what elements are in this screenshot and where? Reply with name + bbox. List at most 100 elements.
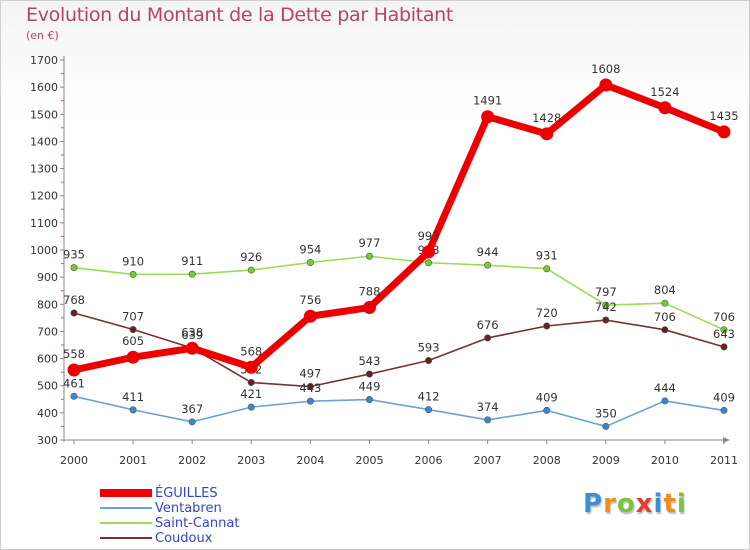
series-line-ventabren <box>73 395 725 428</box>
data-point-saint-cannat <box>484 261 492 269</box>
data-label-coudoux: 707 <box>122 310 144 324</box>
x-tick-label: 2001 <box>119 454 147 467</box>
data-point-saint-cannat <box>365 252 373 260</box>
data-label-saint-cannat: 944 <box>477 245 499 259</box>
data-label-guilles: 1524 <box>650 85 679 99</box>
data-label-guilles: 1608 <box>591 62 620 76</box>
data-point-saint-cannat <box>70 264 78 272</box>
data-label-ventabren: 412 <box>418 390 440 404</box>
series-line-guilles <box>70 81 728 374</box>
data-label-saint-cannat: 910 <box>122 254 144 268</box>
data-point-guilles <box>362 301 376 315</box>
data-point-coudoux <box>365 370 373 378</box>
y-tick-label: 700 <box>37 325 58 338</box>
data-point-guilles <box>244 360 258 374</box>
legend-label: Ventabren <box>155 501 222 516</box>
y-tick-label: 1000 <box>30 244 58 257</box>
logo-letter: i <box>653 489 664 519</box>
data-point-coudoux <box>70 309 78 317</box>
y-tick-label: 1500 <box>30 108 58 121</box>
data-point-ventabren <box>70 392 78 400</box>
chart-title: Evolution du Montant de la Dette par Hab… <box>26 4 454 26</box>
y-tick-label: 800 <box>37 298 58 311</box>
data-label-saint-cannat: 935 <box>63 248 85 262</box>
data-point-coudoux <box>129 326 137 334</box>
data-point-saint-cannat <box>602 301 610 309</box>
data-label-ventabren: 367 <box>181 402 203 416</box>
y-tick-label: 600 <box>37 353 58 366</box>
y-tick-label: 300 <box>37 434 58 447</box>
data-point-guilles <box>422 245 436 259</box>
logo-letter: r <box>603 489 617 519</box>
data-label-saint-cannat: 954 <box>299 242 321 256</box>
x-tick-label: 2005 <box>355 454 383 467</box>
legend-item: Ventabren <box>100 501 320 516</box>
data-point-guilles <box>599 78 613 92</box>
y-tick-label: 1100 <box>30 217 58 230</box>
data-point-guilles <box>717 125 731 139</box>
data-point-coudoux <box>602 316 610 324</box>
data-label-coudoux: 639 <box>181 328 203 342</box>
data-label-ventabren: 409 <box>536 390 558 404</box>
series-line-coudoux <box>73 312 725 388</box>
data-label-guilles: 568 <box>240 344 262 358</box>
chart-subtitle: (en €) <box>26 29 59 42</box>
data-label-guilles: 558 <box>63 347 85 361</box>
data-label-guilles: 1428 <box>532 111 561 125</box>
data-point-saint-cannat <box>188 270 196 278</box>
data-label-saint-cannat: 706 <box>713 310 735 324</box>
data-label-guilles: 1491 <box>473 94 502 108</box>
x-tick-label: 2011 <box>710 454 738 467</box>
data-label-coudoux: 706 <box>654 310 676 324</box>
data-label-ventabren: 374 <box>477 400 499 414</box>
data-label-guilles: 638 <box>181 325 203 339</box>
data-label-saint-cannat: 797 <box>595 285 617 299</box>
data-point-ventabren <box>720 406 728 414</box>
y-tick-label: 1200 <box>30 190 58 203</box>
data-label-ventabren: 421 <box>240 387 262 401</box>
legend-item: ÉGUILLES <box>100 486 320 501</box>
legend-swatch <box>100 537 152 539</box>
x-tick-label: 2003 <box>237 454 265 467</box>
data-point-coudoux <box>720 343 728 351</box>
legend-label: Saint-Cannat <box>155 516 240 531</box>
data-point-coudoux <box>306 383 314 391</box>
x-tick-label: 2008 <box>533 454 561 467</box>
data-point-coudoux <box>425 356 433 364</box>
logo-letter: o <box>616 489 636 519</box>
data-label-guilles: 1435 <box>709 109 738 123</box>
data-point-guilles <box>481 110 495 124</box>
data-point-ventabren <box>543 406 551 414</box>
data-label-coudoux: 676 <box>477 318 499 332</box>
y-tick-label: 500 <box>37 380 58 393</box>
legend-item: Saint-Cannat <box>100 516 320 531</box>
data-point-saint-cannat <box>543 265 551 273</box>
data-point-guilles <box>126 350 140 364</box>
data-point-saint-cannat <box>425 259 433 267</box>
data-label-coudoux: 720 <box>536 306 558 320</box>
data-point-ventabren <box>602 422 610 430</box>
legend: ÉGUILLES Ventabren Saint-Cannat Coudoux <box>100 486 320 546</box>
y-tick-label: 1600 <box>30 81 58 94</box>
legend-swatch <box>100 507 152 509</box>
x-tick-label: 2000 <box>60 454 88 467</box>
line-chart: 300 400 500 600 700 800 900 1000 1100 1200 1300 140… <box>30 54 739 467</box>
data-label-ventabren: 443 <box>299 381 321 395</box>
data-label-ventabren: 411 <box>122 390 144 404</box>
data-label-ventabren: 350 <box>595 406 617 420</box>
y-tick-label: 900 <box>37 271 58 284</box>
y-tick-label: 1300 <box>30 163 58 176</box>
data-point-coudoux <box>484 334 492 342</box>
x-tick-label: 2007 <box>474 454 502 467</box>
data-point-saint-cannat <box>720 326 728 334</box>
data-point-saint-cannat <box>661 299 669 307</box>
data-point-ventabren <box>661 397 669 405</box>
data-label-guilles: 605 <box>122 334 144 348</box>
data-point-guilles <box>658 101 672 115</box>
data-label-ventabren: 444 <box>654 381 676 395</box>
data-label-saint-cannat: 804 <box>654 283 676 297</box>
data-label-guilles: 788 <box>358 285 380 299</box>
series-line-saint-cannat <box>73 255 725 331</box>
y-tick-label: 1400 <box>30 135 58 148</box>
data-label-ventabren: 449 <box>358 380 380 394</box>
